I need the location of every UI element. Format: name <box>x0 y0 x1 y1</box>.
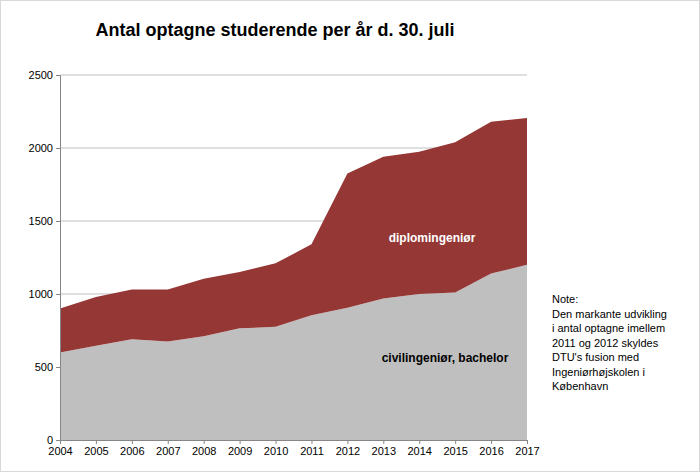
y-tick-mark <box>56 367 60 368</box>
x-tick: 2005 <box>84 440 108 457</box>
x-tick-label: 2011 <box>300 445 324 457</box>
y-tick-label: 2500 <box>29 69 53 81</box>
x-tick-label: 2017 <box>515 445 539 457</box>
x-tick-label: 2013 <box>372 445 396 457</box>
x-tick-label: 2009 <box>228 445 252 457</box>
x-tick-mark <box>132 440 133 444</box>
x-tick-label: 2007 <box>156 445 180 457</box>
x-tick: 2016 <box>479 440 503 457</box>
x-tick-mark <box>419 440 420 444</box>
x-tick-mark <box>168 440 169 444</box>
x-tick: 2010 <box>264 440 288 457</box>
x-tick: 2017 <box>515 440 539 457</box>
y-tick-label: 2000 <box>29 142 53 154</box>
y-tick-label: 1000 <box>29 288 53 300</box>
x-tick: 2009 <box>228 440 252 457</box>
x-tick-mark <box>347 440 348 444</box>
note: Note: Den markante udvikling i antal optag… <box>552 293 667 392</box>
y-tick-label: 1500 <box>29 215 53 227</box>
y-tick-mark <box>56 148 60 149</box>
note-line: Ingeniørhøjskolen i <box>552 366 645 378</box>
plot-area <box>60 118 527 440</box>
x-tick-label: 2016 <box>479 445 503 457</box>
x-tick-label: 2005 <box>84 445 108 457</box>
y-tick: 2000 <box>29 142 60 154</box>
y-tick: 2500 <box>29 69 60 81</box>
x-tick: 2015 <box>443 440 467 457</box>
series-label: civilingeniør, bachelor <box>382 351 509 365</box>
note-line: København <box>552 380 608 392</box>
x-tick: 2013 <box>372 440 396 457</box>
y-tick: 1000 <box>29 288 60 300</box>
y-tick-mark <box>56 440 60 441</box>
x-tick-mark <box>455 440 456 444</box>
y-axis: 05001000150020002500 <box>29 69 61 446</box>
x-tick-mark <box>240 440 241 444</box>
y-tick-mark <box>56 75 60 76</box>
x-tick-mark <box>311 440 312 444</box>
chart: 0500100015002000250020042005200620072008… <box>0 0 700 472</box>
title: Antal optagne studerende per år d. 30. j… <box>95 20 454 40</box>
x-tick-mark <box>60 440 61 444</box>
x-axis-line <box>61 441 528 445</box>
grid <box>60 75 527 440</box>
x-axis: 2004 2005 2006 2007 2008 2009 2010 2011 2012 2013… <box>48 440 539 457</box>
note-line: DTU's fusion med <box>552 351 639 363</box>
x-tick-label: 2014 <box>407 445 431 457</box>
x-tick: 2011 <box>300 440 324 457</box>
y-tick-label: 500 <box>35 361 53 373</box>
x-tick: 2014 <box>407 440 431 457</box>
x-tick: 2006 <box>120 440 144 457</box>
x-tick-label: 2006 <box>120 445 144 457</box>
x-tick-mark <box>383 440 384 444</box>
x-tick-mark <box>204 440 205 444</box>
x-tick-label: 2004 <box>48 445 72 457</box>
area <box>60 118 527 352</box>
note-line: Note: <box>552 293 578 305</box>
x-tick: 2007 <box>156 440 180 457</box>
x-tick-label: 2008 <box>192 445 216 457</box>
x-tick-mark <box>96 440 97 444</box>
y-tick-mark <box>56 294 60 295</box>
y-tick: 500 <box>35 361 60 373</box>
y-axis-line <box>56 76 61 441</box>
x-tick-label: 2010 <box>264 445 288 457</box>
x-tick-mark <box>527 440 528 444</box>
x-tick-label: 2012 <box>336 445 360 457</box>
note-line: Den markante udvikling <box>552 308 667 320</box>
x-tick: 2004 <box>48 440 72 457</box>
note-line: i antal optagne imellem <box>552 322 665 334</box>
x-tick-label: 2015 <box>443 445 467 457</box>
x-tick: 2008 <box>192 440 216 457</box>
x-tick: 2012 <box>336 440 360 457</box>
chart-frame <box>1 1 700 472</box>
note-line: 2011 og 2012 skyldes <box>552 337 659 349</box>
grid-line <box>60 75 527 76</box>
x-tick-mark <box>491 440 492 444</box>
y-tick-mark <box>56 221 60 222</box>
series-label: diplomingeniør <box>389 231 476 245</box>
x-tick-mark <box>276 440 277 444</box>
y-tick: 1500 <box>29 215 60 227</box>
